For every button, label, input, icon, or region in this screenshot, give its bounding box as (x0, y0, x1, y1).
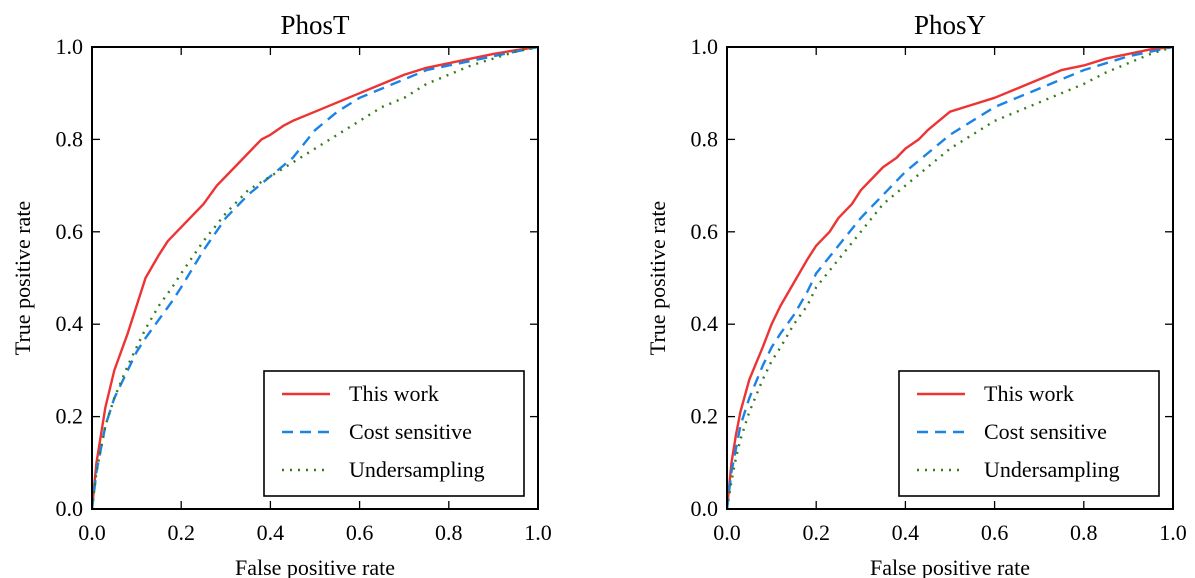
x-tick-label: 0.8 (435, 520, 463, 545)
chart-title: PhosY (914, 10, 986, 40)
y-tick-label: 0.0 (56, 496, 84, 521)
x-tick-label: 0.6 (346, 520, 374, 545)
phosy-roc-chart: PhosY 0.0 0.2 0.4 0.6 0.8 1.0 0.0 0.2 0.4 0.6 0.8 1.… (645, 10, 1187, 578)
legend-label: Undersampling (984, 457, 1120, 482)
chart-title: PhosT (280, 10, 350, 40)
series-line-this-work (727, 47, 1173, 509)
series-line-cost-sensitive (92, 47, 538, 509)
x-tick-label: 0.4 (257, 520, 285, 545)
y-tick-label: 1.0 (691, 34, 719, 59)
legend-label: This work (984, 381, 1074, 406)
y-tick-label: 0.2 (691, 404, 719, 429)
legend-label: Undersampling (349, 457, 485, 482)
y-tick-label: 0.4 (56, 311, 84, 336)
y-tick-label: 0.4 (691, 311, 719, 336)
y-tick-label: 0.6 (56, 219, 84, 244)
y-axis-label: True positive rate (10, 201, 35, 355)
y-tick-label: 0.8 (56, 126, 84, 151)
y-tick-label: 0.8 (691, 126, 719, 151)
y-axis-label: True positive rate (645, 201, 670, 355)
x-axis-label: False positive rate (235, 555, 395, 578)
phost-roc-chart: PhosT 0.0 0.2 0.4 0.6 0.8 1.0 0.0 0.2 0.4 0.6 0.8 1.… (10, 10, 552, 578)
y-tick-label: 0.2 (56, 404, 84, 429)
series-line-this-work (92, 47, 538, 509)
y-tick-label: 0.0 (691, 496, 719, 521)
series-line-undersampling (727, 47, 1173, 509)
legend: This work Cost sensitive Undersampling (263, 370, 525, 497)
y-tick-label: 1.0 (56, 34, 84, 59)
legend-box (898, 370, 1160, 497)
legend-label: This work (349, 381, 439, 406)
x-tick-label: 1.0 (524, 520, 552, 545)
x-tick-label: 0.2 (167, 520, 195, 545)
x-tick-label: 1.0 (1159, 520, 1187, 545)
x-tick-label: 0.2 (802, 520, 830, 545)
legend-label: Cost sensitive (349, 419, 472, 444)
plot-frame (91, 46, 539, 510)
x-tick-label: 0.8 (1070, 520, 1098, 545)
legend: This work Cost sensitive Undersampling (898, 370, 1160, 497)
x-axis-label: False positive rate (870, 555, 1030, 578)
x-tick-label: 0.0 (713, 520, 741, 545)
legend-label: Cost sensitive (984, 419, 1107, 444)
x-tick-label: 0.4 (892, 520, 920, 545)
x-tick-label: 0.0 (78, 520, 106, 545)
plot-frame (726, 46, 1174, 510)
legend-box (263, 370, 525, 497)
y-tick-label: 0.6 (691, 219, 719, 244)
x-tick-label: 0.6 (981, 520, 1009, 545)
